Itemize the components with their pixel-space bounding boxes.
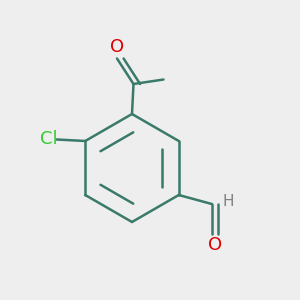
Text: O: O [208, 236, 222, 254]
Text: O: O [110, 38, 124, 56]
Text: Cl: Cl [40, 130, 57, 148]
Text: H: H [223, 194, 234, 209]
